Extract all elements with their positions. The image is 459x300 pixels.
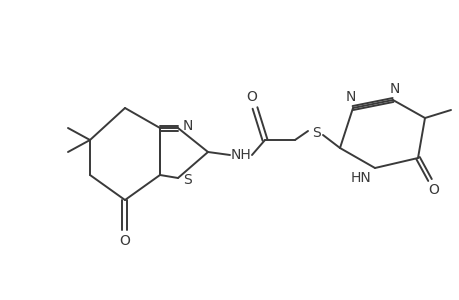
Text: O: O (246, 90, 257, 104)
Text: N: N (345, 90, 355, 104)
Text: N: N (389, 82, 399, 96)
Text: O: O (428, 183, 438, 197)
Text: S: S (312, 126, 321, 140)
Text: O: O (119, 234, 130, 248)
Text: NH: NH (230, 148, 251, 162)
Text: N: N (182, 119, 193, 133)
Text: HN: HN (350, 171, 370, 185)
Text: S: S (183, 173, 192, 187)
